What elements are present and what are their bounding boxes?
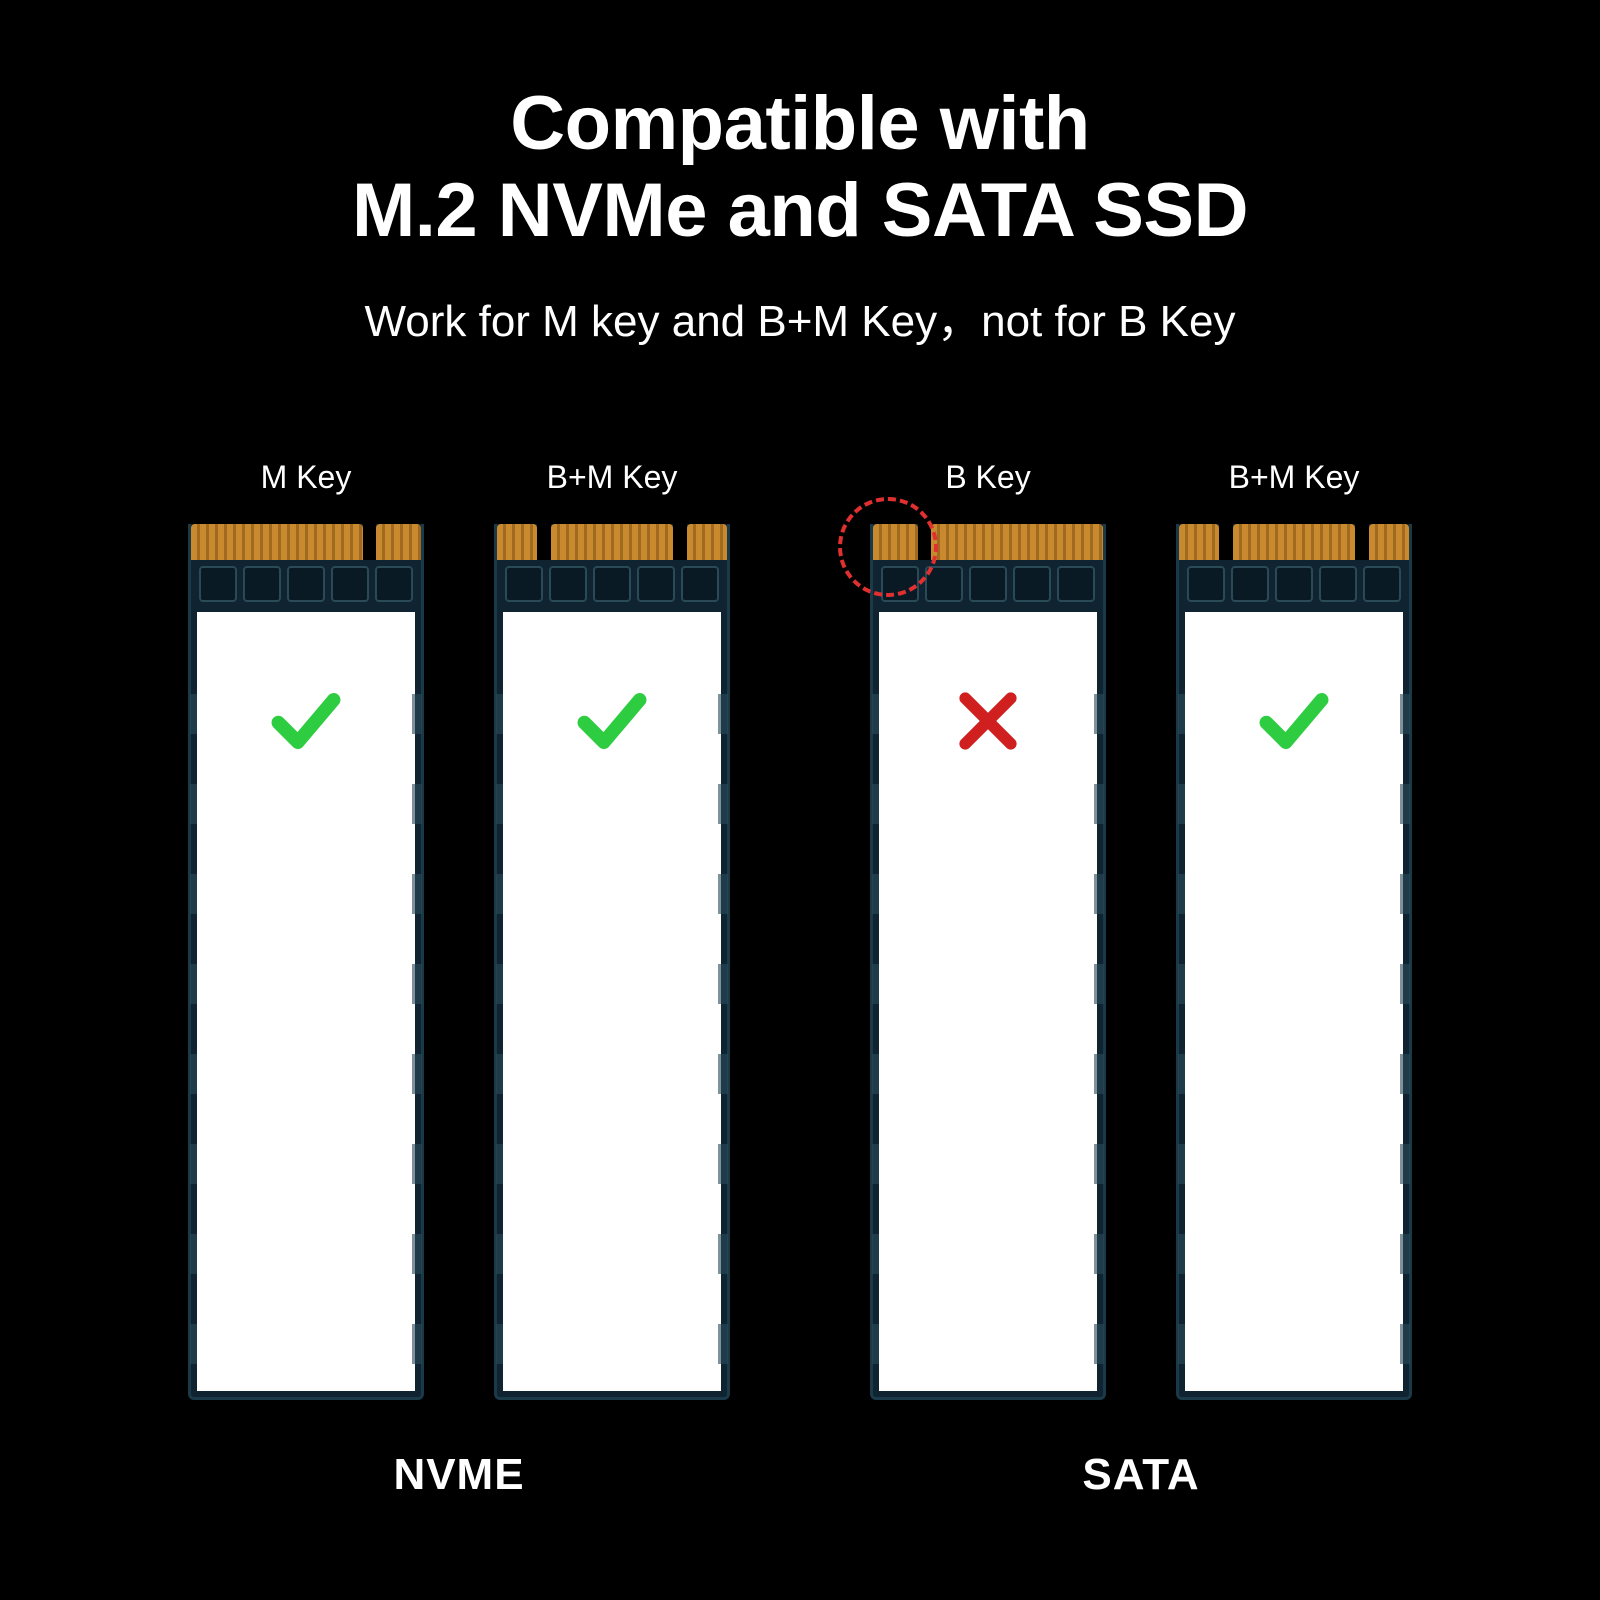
ssd-connector-pins (1179, 524, 1409, 560)
group-label-nvme: NVME (393, 1450, 524, 1500)
title-line-1: Compatible with (510, 81, 1089, 166)
ssd-card-nvme-m: M Key (188, 459, 424, 1400)
group-sata: B Key B+M Key SATA (870, 459, 1412, 1500)
ssd-key-label: B Key (945, 459, 1030, 496)
ssd-connector-pins (191, 524, 421, 560)
cards-sata: B Key B+M Key (870, 459, 1412, 1400)
group-nvme: M Key B+M Key NVME (188, 459, 730, 1500)
ssd-chip-row (505, 566, 719, 602)
check-icon (1255, 682, 1333, 765)
ssd-card-nvme-bm: B+M Key (494, 459, 730, 1400)
ssd-label-area (1185, 612, 1403, 1391)
cross-icon (949, 682, 1027, 765)
group-label-sata: SATA (1082, 1450, 1199, 1500)
check-icon (267, 682, 345, 765)
ssd-key-label: B+M Key (1229, 459, 1360, 496)
ssd-illustration (1176, 524, 1412, 1400)
ssd-card-sata-b: B Key (870, 459, 1106, 1400)
ssd-illustration (870, 524, 1106, 1400)
page-subtitle: Work for M key and B+M Key，not for B Key (365, 285, 1236, 349)
ssd-label-area (197, 612, 415, 1391)
page-title: Compatible with M.2 NVMe and SATA SSD (352, 80, 1248, 255)
ssd-illustration (188, 524, 424, 1400)
title-line-2: M.2 NVMe and SATA SSD (352, 168, 1248, 253)
ssd-key-label: M Key (261, 459, 352, 496)
ssd-connector-pins (497, 524, 727, 560)
ssd-key-label: B+M Key (547, 459, 678, 496)
ssd-label-area (879, 612, 1097, 1391)
check-icon (573, 682, 651, 765)
ssd-chip-row (199, 566, 413, 602)
ssd-card-sata-bm: B+M Key (1176, 459, 1412, 1400)
ssd-groups: M Key B+M Key NVME B Key B+M Key SATA (188, 459, 1412, 1500)
ssd-label-area (503, 612, 721, 1391)
ssd-chip-row (1187, 566, 1401, 602)
ssd-chip-row (881, 566, 1095, 602)
ssd-connector-pins (873, 524, 1103, 560)
cards-nvme: M Key B+M Key (188, 459, 730, 1400)
ssd-illustration (494, 524, 730, 1400)
